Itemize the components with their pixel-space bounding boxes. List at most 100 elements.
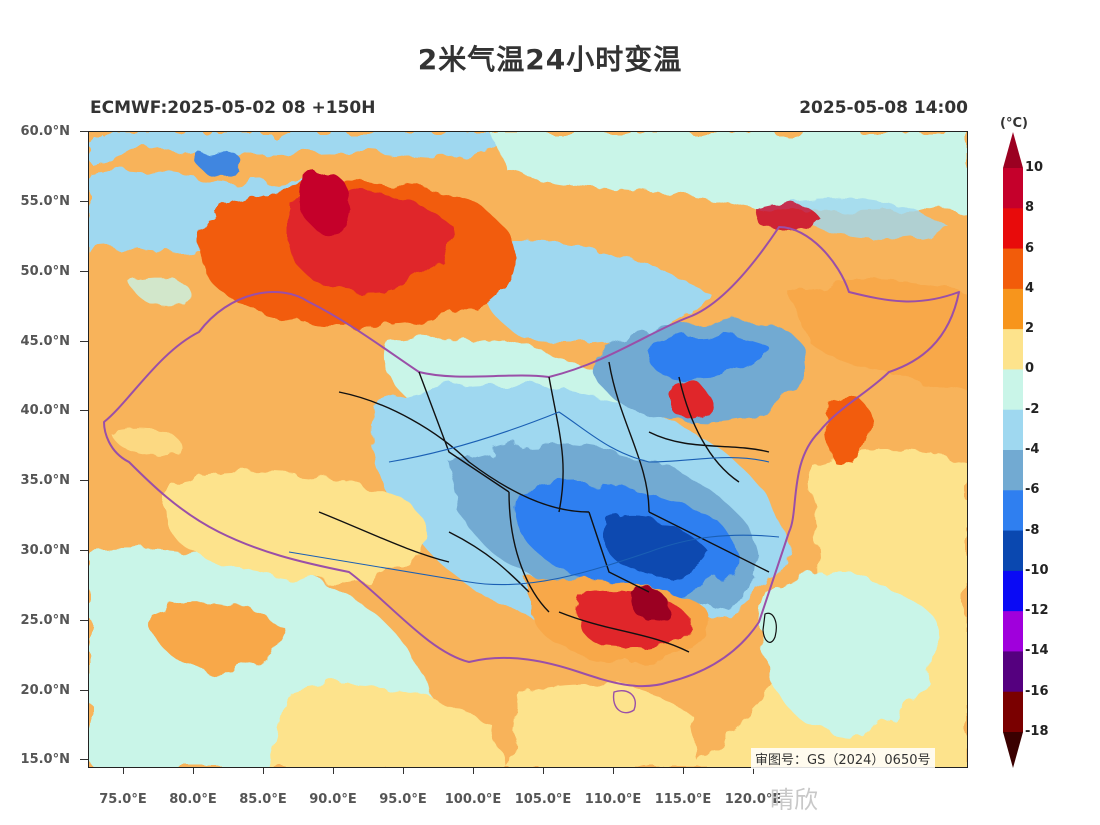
region-nw-cool-top: [89, 132, 509, 162]
lat-tick: [80, 410, 88, 411]
colorbar-segment: [1003, 530, 1023, 572]
region-central-deep-blue: [603, 518, 709, 576]
colorbar-label: -12: [1025, 603, 1049, 619]
region-se-yellow: [509, 681, 699, 767]
lon-tick: [193, 768, 194, 774]
colorbar-unit: (°C): [1000, 116, 1028, 131]
colorbar-segment: [1003, 369, 1023, 411]
colorbar-segment: [1003, 208, 1023, 250]
province-boundaries: [318, 361, 770, 653]
lon-tick: [613, 768, 614, 774]
lon-tick: [333, 768, 334, 774]
lon-tick: [263, 768, 264, 774]
lat-label-35: 35.0°N: [20, 473, 70, 488]
region-tibet-pale: [162, 471, 424, 583]
colorbar-label: -4: [1025, 442, 1040, 457]
lat-label-25: 25.0°N: [20, 613, 70, 628]
china-national-border: [103, 226, 960, 688]
lon-label-105: 105.0°E: [514, 792, 572, 807]
region-ne-orange: [789, 280, 967, 392]
colorbar: [1003, 132, 1023, 768]
map-title: 2米气温24小时变温: [417, 43, 683, 76]
region-top-pale: [489, 132, 967, 212]
region-sw-orange: [149, 601, 281, 672]
colorbar-segment: [1003, 691, 1023, 733]
lat-tick: [80, 690, 88, 691]
lon-tick: [473, 768, 474, 774]
colorbar-label: 6: [1025, 240, 1035, 256]
map-approval-stamp: 审图号：GS（2024）0650号: [751, 748, 935, 769]
hainan-border: [612, 690, 636, 714]
region-north-deep-band: [645, 335, 769, 379]
taiwan-border: [762, 612, 777, 643]
colorbar-bottom-triangle: [1003, 732, 1023, 768]
colorbar-segment: [1003, 490, 1023, 532]
lon-tick: [123, 768, 124, 774]
lon-label-115: 115.0°E: [654, 792, 712, 807]
lon-label-110: 110.0°E: [584, 792, 642, 807]
colorbar-label: 2: [1025, 321, 1035, 337]
lon-tick: [683, 768, 684, 774]
lat-tick: [80, 550, 88, 551]
colorbar-label: -16: [1025, 683, 1049, 699]
lat-tick: [80, 201, 88, 202]
lon-tick: [403, 768, 404, 774]
lat-label-60: 60.0°N: [20, 124, 70, 139]
colorbar-label: 10: [1025, 160, 1044, 175]
colorbar-segment: [1003, 288, 1023, 330]
colorbar-segment: [1003, 168, 1023, 209]
region-ne-red-spot: [754, 201, 819, 230]
yangtze-river: [288, 534, 780, 586]
region-mongolia-blue: [476, 240, 709, 345]
lon-label-75: 75.0°E: [99, 792, 147, 807]
region-nw-hottest: [302, 171, 352, 233]
lat-label-45: 45.0°N: [20, 334, 70, 349]
lon-label-120: 120.0°E: [724, 792, 782, 807]
colorbar-label: -8: [1025, 522, 1040, 538]
lat-tick: [80, 271, 88, 272]
colorbar-label: -6: [1025, 482, 1040, 498]
region-pale-scatter-1: [129, 278, 191, 307]
temperature-change-map: [88, 131, 968, 768]
lon-tick: [543, 768, 544, 774]
colorbar-label: -10: [1025, 562, 1049, 578]
colorbar-segment: [1003, 409, 1023, 451]
colorbar-label: -18: [1025, 724, 1049, 739]
model-run-label: ECMWF:2025-05-02 08 +150H: [90, 98, 376, 118]
lat-tick: [80, 131, 88, 132]
region-south-hottest: [631, 586, 670, 623]
colorbar-label: -14: [1025, 643, 1049, 659]
colorbar-segment: [1003, 570, 1023, 612]
colorbar-label: -2: [1025, 401, 1040, 417]
valid-time-label: 2025-05-08 14:00: [799, 98, 968, 118]
lon-label-85: 85.0°E: [239, 792, 287, 807]
colorbar-label: 4: [1025, 280, 1035, 296]
region-korea-hot: [825, 394, 869, 465]
lat-label-15: 15.0°N: [20, 752, 70, 767]
lat-tick: [80, 759, 88, 760]
colorbar-segment: [1003, 450, 1023, 491]
colorbar-label: 8: [1025, 200, 1035, 216]
region-sw-yellow: [269, 683, 509, 767]
colorbar-segment: [1003, 611, 1023, 652]
colorbar-segment: [1003, 248, 1023, 290]
lon-label-80: 80.0°E: [169, 792, 217, 807]
lat-tick: [80, 480, 88, 481]
region-pale-scatter-2: [109, 428, 181, 456]
lat-tick: [80, 341, 88, 342]
region-top-blue-patches: [197, 148, 242, 176]
region-beijing-hot: [669, 378, 709, 419]
colorbar-segment: [1003, 329, 1023, 370]
yellow-river: [388, 411, 770, 463]
colorbar-label: 0: [1025, 361, 1035, 377]
colorbar-top-triangle: [1003, 132, 1023, 168]
region-ne-blue-patch: [789, 198, 949, 239]
lat-label-50: 50.0°N: [20, 264, 70, 279]
lon-label-95: 95.0°E: [379, 792, 427, 807]
region-east-sea-cyan: [762, 573, 936, 734]
watermark: 晴欣: [770, 786, 818, 814]
lat-tick: [80, 620, 88, 621]
lat-label-40: 40.0°N: [20, 403, 70, 418]
lat-label-30: 30.0°N: [20, 543, 70, 558]
lon-label-90: 90.0°E: [309, 792, 357, 807]
